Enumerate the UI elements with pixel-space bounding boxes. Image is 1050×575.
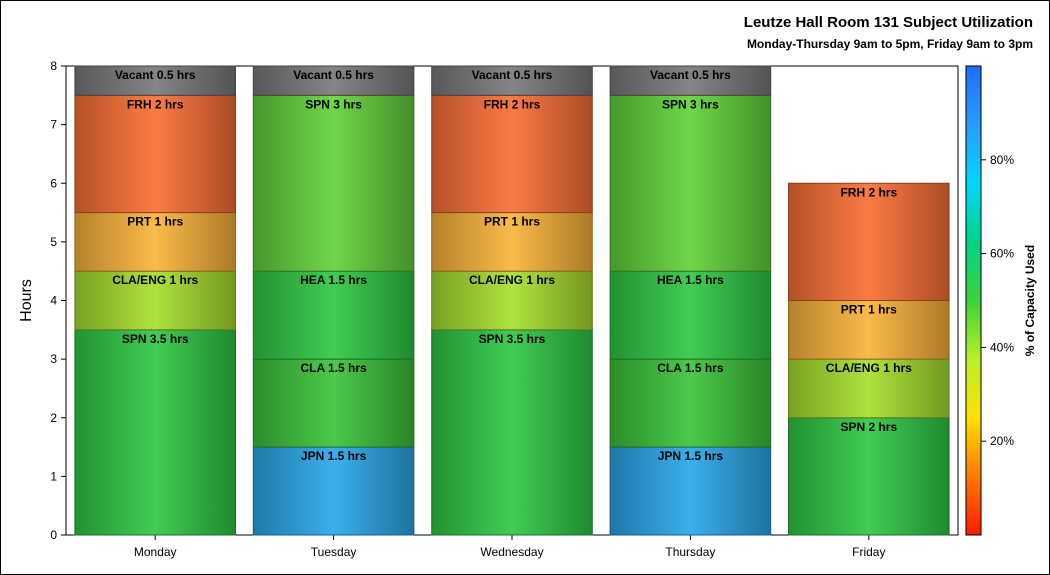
bar-segment	[788, 417, 950, 536]
bar-segment	[609, 358, 772, 448]
x-axis: Monday Tuesday Wednesday Thursday Friday	[134, 535, 885, 559]
bar-segment-label: CLA 1.5 hrs	[657, 361, 724, 375]
bar-segment	[74, 270, 236, 331]
bar-segment-label: JPN 1.5 hrs	[301, 449, 367, 463]
colorbar-legend: 20% 40% 60% 80% % of Capacity Used	[965, 65, 1037, 536]
bar-segment-label: CLA/ENG 1 hrs	[469, 273, 555, 287]
bar-segment	[74, 212, 236, 272]
bar-segment	[431, 212, 593, 272]
colorbar-tick-label: 60%	[990, 247, 1014, 261]
bar-segment	[74, 94, 236, 214]
bar-segment-label: CLA 1.5 hrs	[300, 361, 367, 375]
bar-segment-label: CLA/ENG 1 hrs	[826, 361, 912, 375]
chart-title: Leutze Hall Room 131 Subject Utilization	[743, 14, 1033, 31]
y-tick-label: 2	[50, 411, 57, 425]
bar-segment-label: PRT 1 hrs	[841, 303, 897, 317]
bar-segment-label: PRT 1 hrs	[484, 215, 540, 229]
y-tick-label: 4	[50, 294, 57, 308]
bar-segment-label: SPN 3.5 hrs	[479, 332, 546, 346]
bar-segment	[609, 270, 772, 360]
bar-segment-label: HEA 1.5 hrs	[657, 273, 724, 287]
bar-segment	[609, 446, 772, 536]
bar-segment-label: HEA 1.5 hrs	[300, 273, 367, 287]
bar-segment-label: Vacant 0.5 hrs	[472, 68, 553, 82]
bar-segment	[252, 270, 415, 360]
bar-segment	[431, 270, 593, 331]
bar-segment	[252, 94, 415, 272]
bar-segment-label: SPN 3.5 hrs	[122, 332, 189, 346]
y-tick-label: 0	[50, 528, 57, 542]
y-tick-label: 1	[50, 469, 57, 483]
x-tick-label: Tuesday	[311, 545, 357, 559]
bar-segment	[252, 446, 415, 536]
colorbar-scale	[965, 65, 982, 536]
colorbar-tick-label: 40%	[990, 340, 1014, 354]
x-tick-label: Wednesday	[480, 545, 543, 559]
bar-segment-label: SPN 2 hrs	[840, 420, 897, 434]
y-tick-label: 8	[50, 59, 57, 73]
bar-segment	[788, 182, 950, 301]
bar-segment	[431, 329, 593, 536]
bar-segment-label: FRH 2 hrs	[840, 185, 897, 199]
bar-segment	[252, 65, 415, 96]
colorbar-label: % of Capacity Used	[1023, 245, 1037, 356]
bar-segment-label: Vacant 0.5 hrs	[115, 68, 196, 82]
colorbar-tick-label: 20%	[990, 434, 1014, 448]
bar-segment	[74, 329, 236, 536]
bars: SPN 3.5 hrs CLA/ENG 1 hrs PRT 1 hrs FRH 2 h…	[74, 65, 950, 536]
bar-segment-label: JPN 1.5 hrs	[658, 449, 724, 463]
x-tick-label: Thursday	[665, 545, 715, 559]
y-tick-label: 6	[50, 176, 57, 190]
bar-segment-label: PRT 1 hrs	[127, 215, 183, 229]
x-tick-label: Monday	[134, 545, 177, 559]
bar-segment	[788, 358, 950, 419]
bar-segment-label: SPN 3 hrs	[662, 97, 719, 111]
colorbar-tick-label: 80%	[990, 153, 1014, 167]
y-tick-label: 7	[50, 118, 57, 132]
bar-segment-label: Vacant 0.5 hrs	[650, 68, 731, 82]
bar-segment-label: CLA/ENG 1 hrs	[112, 273, 198, 287]
y-axis: 0 1 2 3 4 5 6 7 8 Hours	[18, 59, 66, 542]
y-tick-label: 5	[50, 235, 57, 249]
bar-segment	[252, 358, 415, 448]
bar-segment-label: FRH 2 hrs	[127, 97, 184, 111]
x-tick-label: Friday	[852, 545, 885, 559]
bar-segment	[74, 65, 236, 96]
chart-subtitle: Monday-Thursday 9am to 5pm, Friday 9am t…	[746, 37, 1033, 51]
bar-segment	[431, 65, 593, 96]
bar-segment-label: SPN 3 hrs	[305, 97, 362, 111]
y-axis-label: Hours	[18, 279, 35, 322]
y-tick-label: 3	[50, 352, 57, 366]
bar-segment	[609, 65, 772, 96]
bar-segment	[431, 94, 593, 214]
bar-segment	[609, 94, 772, 272]
bar-segment-label: Vacant 0.5 hrs	[293, 68, 374, 82]
bar-segment-label: FRH 2 hrs	[484, 97, 541, 111]
